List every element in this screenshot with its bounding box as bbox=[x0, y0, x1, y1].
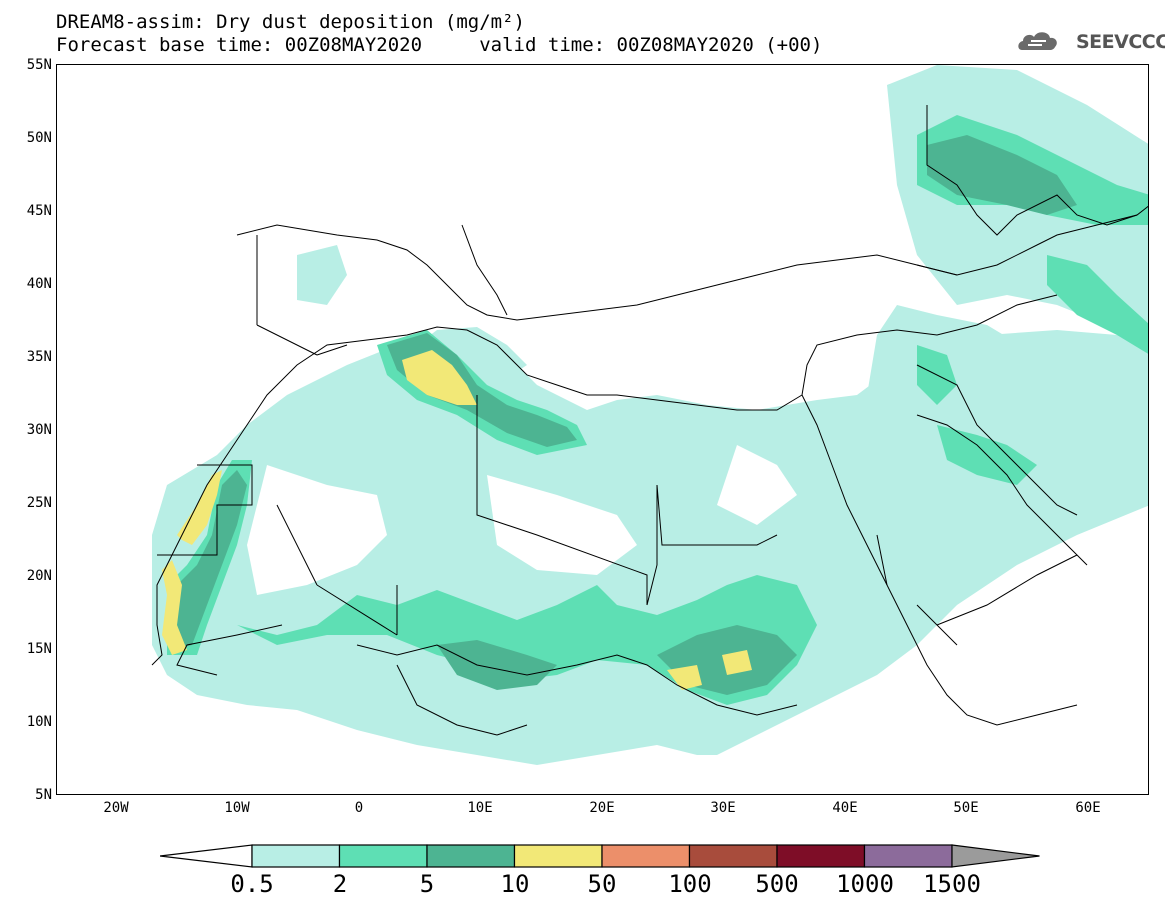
legend-level-label: 1500 bbox=[923, 870, 981, 898]
legend-color-cell bbox=[688, 844, 778, 868]
legend-level-label: 1000 bbox=[836, 870, 894, 898]
legend-level-label: 10 bbox=[500, 870, 530, 898]
lat-label: 5N bbox=[35, 787, 52, 803]
lat-label: 55N bbox=[26, 57, 52, 73]
lon-label: 40E bbox=[832, 800, 858, 816]
lat-label: 15N bbox=[26, 641, 52, 657]
legend-colorbar bbox=[160, 844, 1040, 868]
dust-deposition-map bbox=[151, 65, 1148, 765]
lat-label: 25N bbox=[26, 495, 52, 511]
map-panel bbox=[56, 64, 1149, 795]
legend-level-label: 500 bbox=[755, 870, 799, 898]
map-title: DREAM8-assim: Dry dust deposition (mg/m²… bbox=[56, 11, 525, 33]
legend-level-label: 2 bbox=[332, 870, 348, 898]
legend-color-cell bbox=[776, 844, 866, 868]
seevccc-cloud-logo-icon bbox=[1018, 32, 1057, 50]
legend-color-cell bbox=[513, 844, 603, 868]
dust-shading-high bbox=[162, 350, 752, 690]
legend-level-label: 100 bbox=[668, 870, 712, 898]
legend-color-cell bbox=[951, 844, 1040, 868]
lat-label: 30N bbox=[26, 422, 52, 438]
legend-level-label: 5 bbox=[419, 870, 435, 898]
lat-label: 35N bbox=[26, 349, 52, 365]
lat-label: 10N bbox=[26, 714, 52, 730]
legend-color-cell bbox=[601, 844, 691, 868]
lon-label: 10E bbox=[467, 800, 493, 816]
coastlines-and-borders bbox=[151, 105, 1148, 736]
legend-level-label: 50 bbox=[587, 870, 617, 898]
lon-label: 0 bbox=[354, 800, 364, 816]
lon-label: 10W bbox=[224, 800, 250, 816]
lon-label: 30E bbox=[710, 800, 736, 816]
map-subtitle-times: Forecast base time: 00Z08MAY2020 valid t… bbox=[56, 34, 823, 56]
legend-color-cell bbox=[160, 844, 253, 868]
lon-label: 20W bbox=[103, 800, 129, 816]
logo-text: SEEVCCC bbox=[1076, 31, 1165, 53]
legend-color-cell bbox=[863, 844, 953, 868]
lat-label: 45N bbox=[26, 203, 52, 219]
lon-label: 20E bbox=[589, 800, 615, 816]
lat-label: 20N bbox=[26, 568, 52, 584]
legend-color-cell bbox=[426, 844, 516, 868]
legend-level-label: 0.5 bbox=[230, 870, 274, 898]
lon-label: 50E bbox=[953, 800, 979, 816]
lon-label: 60E bbox=[1075, 800, 1101, 816]
legend-color-cell bbox=[251, 844, 341, 868]
lat-label: 50N bbox=[26, 130, 52, 146]
legend-color-cell bbox=[338, 844, 428, 868]
lat-label: 40N bbox=[26, 276, 52, 292]
